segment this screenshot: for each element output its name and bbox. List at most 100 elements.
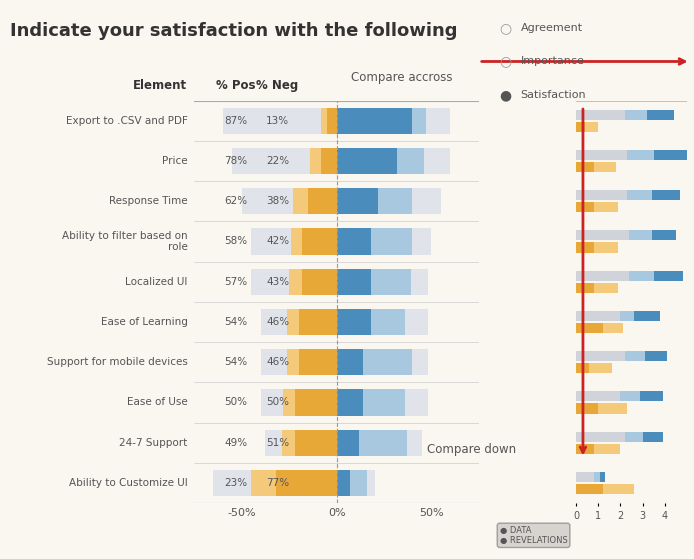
Bar [293, 188, 308, 214]
Bar [576, 162, 594, 172]
Bar [337, 229, 371, 254]
Bar [602, 484, 634, 494]
Text: Localized UI: Localized UI [125, 277, 187, 287]
Text: ●: ● [500, 88, 511, 102]
Bar [310, 148, 321, 174]
Text: 49%: 49% [224, 438, 248, 448]
Bar [645, 351, 667, 361]
Text: Response Time: Response Time [109, 196, 187, 206]
Bar [589, 363, 611, 373]
Bar [594, 472, 600, 482]
Bar [371, 229, 412, 254]
Bar [576, 230, 629, 240]
Bar [261, 349, 428, 375]
Text: 58%: 58% [224, 236, 248, 247]
Bar [627, 150, 654, 160]
Bar [634, 311, 661, 321]
Bar [350, 470, 367, 496]
Text: % Neg: % Neg [257, 79, 298, 92]
Bar [602, 323, 623, 333]
Text: Importance: Importance [520, 56, 584, 67]
Bar [223, 108, 450, 134]
Bar [576, 391, 620, 401]
Bar [303, 269, 337, 295]
Bar [652, 190, 680, 200]
Text: ● DATA
● REVELATIONS: ● DATA ● REVELATIONS [500, 525, 568, 545]
Bar [251, 229, 432, 254]
Bar [576, 122, 585, 132]
Text: Support for mobile devices: Support for mobile devices [46, 357, 187, 367]
Bar [629, 230, 652, 240]
Text: 62%: 62% [224, 196, 248, 206]
Bar [643, 432, 663, 442]
Bar [576, 404, 598, 414]
Bar [295, 430, 337, 456]
Bar [620, 391, 641, 401]
Bar [213, 470, 375, 496]
Bar [576, 432, 625, 442]
Text: Indicate your satisfaction with the following: Indicate your satisfaction with the foll… [10, 22, 458, 40]
Bar [594, 283, 618, 293]
Bar [576, 363, 589, 373]
Bar [242, 188, 441, 214]
Text: Ease of Learning: Ease of Learning [101, 317, 187, 327]
Bar [625, 351, 645, 361]
Text: Price: Price [162, 156, 187, 166]
Bar [337, 430, 359, 456]
Bar [359, 430, 407, 456]
Bar [627, 190, 652, 200]
Bar [654, 271, 683, 281]
Text: 46%: 46% [266, 317, 289, 327]
Text: ○: ○ [500, 21, 511, 35]
Bar [298, 309, 337, 335]
Bar [337, 269, 371, 295]
Bar [625, 110, 647, 120]
Bar [576, 283, 594, 293]
Bar [576, 271, 629, 281]
Bar [337, 309, 371, 335]
Text: 50%: 50% [224, 397, 248, 408]
Bar [576, 444, 594, 454]
Bar [282, 430, 295, 456]
Bar [363, 390, 405, 415]
Bar [371, 309, 405, 335]
Text: Compare down: Compare down [427, 443, 516, 456]
Bar [576, 351, 625, 361]
Text: Satisfaction: Satisfaction [520, 90, 586, 100]
Bar [295, 390, 337, 415]
Bar [337, 148, 397, 174]
Bar [585, 122, 598, 132]
Bar [629, 271, 654, 281]
Text: 24-7 Support: 24-7 Support [119, 438, 187, 448]
Bar [251, 470, 337, 496]
Text: Export to .CSV and PDF: Export to .CSV and PDF [65, 116, 187, 126]
Bar [641, 391, 663, 401]
Text: 46%: 46% [266, 357, 289, 367]
Bar [264, 430, 422, 456]
Bar [321, 108, 327, 134]
Bar [600, 472, 605, 482]
Bar [308, 188, 337, 214]
Text: 54%: 54% [224, 357, 248, 367]
Bar [625, 432, 643, 442]
Bar [378, 188, 412, 214]
Bar [576, 110, 625, 120]
Bar [594, 444, 620, 454]
Bar [298, 349, 337, 375]
Bar [289, 269, 303, 295]
Bar [337, 349, 363, 375]
Text: ○: ○ [500, 54, 511, 69]
Bar [291, 229, 303, 254]
Bar [251, 470, 276, 496]
Text: Ability to Customize UI: Ability to Customize UI [69, 478, 187, 488]
Text: 43%: 43% [266, 277, 289, 287]
Bar [261, 309, 428, 335]
Text: 13%: 13% [266, 116, 289, 126]
Bar [576, 202, 594, 212]
Bar [647, 110, 674, 120]
Text: Ease of Use: Ease of Use [126, 397, 187, 408]
Bar [303, 229, 337, 254]
Bar [371, 269, 411, 295]
Bar [283, 390, 295, 415]
Bar [598, 404, 627, 414]
